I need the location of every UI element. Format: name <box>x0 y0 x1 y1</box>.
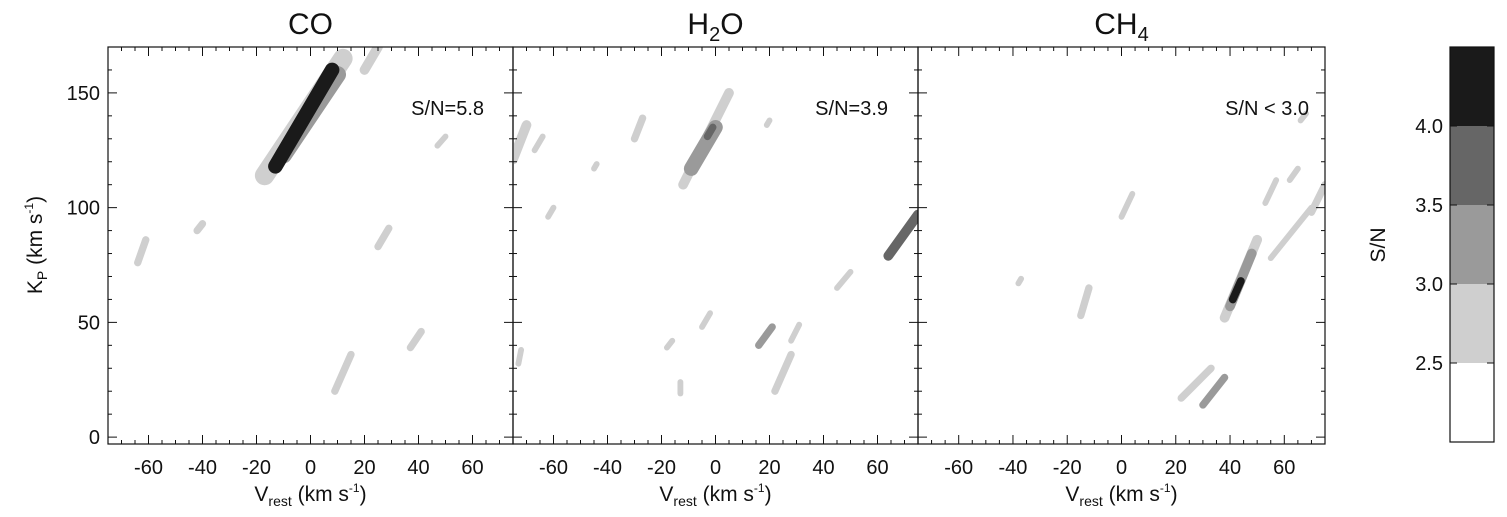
panel-h2o-heatmap <box>513 88 918 397</box>
panel-ch4: -60 -40 -20 0 20 40 60 CH4 S/N < 3.0 Vrest (km… <box>917 8 1326 509</box>
panel-h2o-xtick-label: -20 <box>647 457 676 479</box>
panel-h2o-xtick-label: -60 <box>539 457 568 479</box>
colorbar-level-1 <box>1450 284 1494 363</box>
panel-ch4-xtick-label: -40 <box>999 457 1028 479</box>
colorbar-tick-label: 3.0 <box>1415 274 1443 296</box>
panel-ch4-feature-3 <box>1177 364 1215 402</box>
colorbar-level-4 <box>1450 47 1494 126</box>
panel-ch4-xtick-label: 0 <box>1116 457 1127 479</box>
panel-co-feature-9 <box>434 133 449 149</box>
y-tick-label: 0 <box>89 427 100 449</box>
panel-co-title: CO <box>288 8 333 41</box>
panel-ch4-title: CH4 <box>1094 8 1148 46</box>
panel-h2o-xtick-label: 0 <box>710 457 721 479</box>
colorbar-level-3 <box>1450 126 1494 205</box>
panel-h2o-feature-11 <box>771 350 795 395</box>
panel-ch4-heatmap <box>1015 110 1325 409</box>
panel-h2o-feature-7 <box>545 204 557 220</box>
panel-co-xtick-label: -40 <box>188 457 217 479</box>
panel-h2o-feature-14 <box>663 337 676 351</box>
panel-h2o-feature-9 <box>834 268 854 291</box>
panel-co-feature-4 <box>134 236 150 267</box>
panel-h2o-feature-13 <box>699 310 714 330</box>
panel-co-ticks: -60 -40 -20 0 20 40 60 0 50 100 150 <box>67 46 514 479</box>
panel-h2o-feature-4 <box>531 133 546 154</box>
panel-h2o-feature-17 <box>763 117 773 128</box>
y-tick-label: 50 <box>78 312 100 334</box>
panel-ch4-feature-5 <box>1267 204 1315 262</box>
panel-h2o-xlabel: Vrest (km s-1) <box>659 481 771 509</box>
panel-ch4-xtick-label: 20 <box>1165 457 1187 479</box>
panel-ch4-feature-9 <box>1297 110 1309 124</box>
panel-h2o-feature-16 <box>515 346 525 367</box>
panel-ch4-xtick-label: 60 <box>1273 457 1295 479</box>
colorbar-level-0 <box>1450 363 1494 442</box>
panel-co-feature-8 <box>406 327 425 352</box>
panel-h2o: -60 -40 -20 0 20 40 60 H2O S/N=3.9 Vrest (km s… <box>512 8 919 509</box>
panel-ch4-feature-12 <box>1015 275 1025 287</box>
panel-h2o-feature-12 <box>788 321 803 344</box>
panel-ch4-ticks: -60 -40 -20 0 20 40 60 <box>917 46 1326 479</box>
panel-h2o-sn-label: S/N=3.9 <box>815 98 888 120</box>
panel-h2o-feature-10 <box>755 323 776 349</box>
panel-ch4-feature-7 <box>1286 165 1301 184</box>
panel-ch4-feature-4 <box>1199 373 1229 409</box>
colorbar: 2.5 3.0 3.5 4.0 S/N <box>1367 46 1495 443</box>
panel-ch4-feature-10 <box>1077 284 1093 320</box>
colorbar-tick-label: 4.0 <box>1415 116 1443 138</box>
panel-co-xlabel: Vrest (km s-1) <box>254 481 366 509</box>
panel-ch4-xlabel: Vrest (km s-1) <box>1065 481 1177 509</box>
panel-h2o-feature-5 <box>630 114 647 143</box>
panel-h2o-title: H2O <box>687 8 743 46</box>
panel-ch4-features <box>1015 110 1325 409</box>
colorbar-level-2 <box>1450 205 1494 284</box>
panel-co-xtick-label: 0 <box>305 457 316 479</box>
panel-h2o-xtick-label: 40 <box>812 457 834 479</box>
panel-h2o-feature-3 <box>513 120 532 165</box>
panel-co-xtick-label: 60 <box>461 457 483 479</box>
panel-h2o-features <box>513 88 918 397</box>
panel-ch4-feature-8 <box>1307 181 1325 216</box>
panel-h2o-xtick-label: 60 <box>866 457 888 479</box>
panel-co-features <box>134 47 449 395</box>
panel-co-feature-0 <box>268 62 340 174</box>
panel-co-xtick-label: -60 <box>134 457 163 479</box>
colorbar-ticks: 2.5 3.0 3.5 4.0 <box>1415 116 1494 375</box>
panel-h2o-feature-6 <box>591 161 600 172</box>
panel-h2o-ticks: -60 -40 -20 0 20 40 60 <box>512 46 919 479</box>
colorbar-frame <box>1449 46 1495 443</box>
panel-co-feature-6 <box>374 224 393 251</box>
panel-co-sn-label: S/N=5.8 <box>411 98 484 120</box>
panel-co-feature-5 <box>193 220 207 235</box>
panel-h2o-feature-8 <box>883 209 918 261</box>
panel-co: -60 -40 -20 0 20 40 60 0 50 100 150 CO S/N=5.8 Vre… <box>67 8 514 509</box>
panel-co-xtick-label: 20 <box>353 457 375 479</box>
colorbar-levels <box>1450 47 1494 442</box>
colorbar-tick-label: 2.5 <box>1415 353 1443 375</box>
y-axis-label: KP (km s-1) <box>22 196 50 294</box>
y-tick-label: 150 <box>67 83 100 105</box>
panel-ch4-feature-11 <box>1118 190 1136 220</box>
panel-co-feature-7 <box>331 350 355 395</box>
panel-ch4-xtick-label: -60 <box>944 457 973 479</box>
panel-h2o-xtick-label: -40 <box>593 457 622 479</box>
panel-ch4-feature-6 <box>1262 177 1280 206</box>
panel-ch4-sn-label: S/N < 3.0 <box>1225 98 1309 120</box>
panel-h2o-xtick-label: 20 <box>758 457 780 479</box>
panel-ch4-xtick-label: -20 <box>1053 457 1082 479</box>
panel-co-xtick-label: -20 <box>242 457 271 479</box>
panel-ch4-feature-2 <box>1228 277 1245 304</box>
panel-h2o-feature-2 <box>703 123 717 141</box>
panel-co-xtick-label: 40 <box>407 457 429 479</box>
colorbar-tick-label: 3.5 <box>1415 195 1443 217</box>
y-tick-label: 100 <box>67 198 100 220</box>
panel-co-feature-3 <box>359 47 383 75</box>
panel-co-heatmap <box>134 47 449 395</box>
colorbar-label: S/N <box>1367 227 1390 262</box>
panel-ch4-xtick-label: 40 <box>1219 457 1241 479</box>
